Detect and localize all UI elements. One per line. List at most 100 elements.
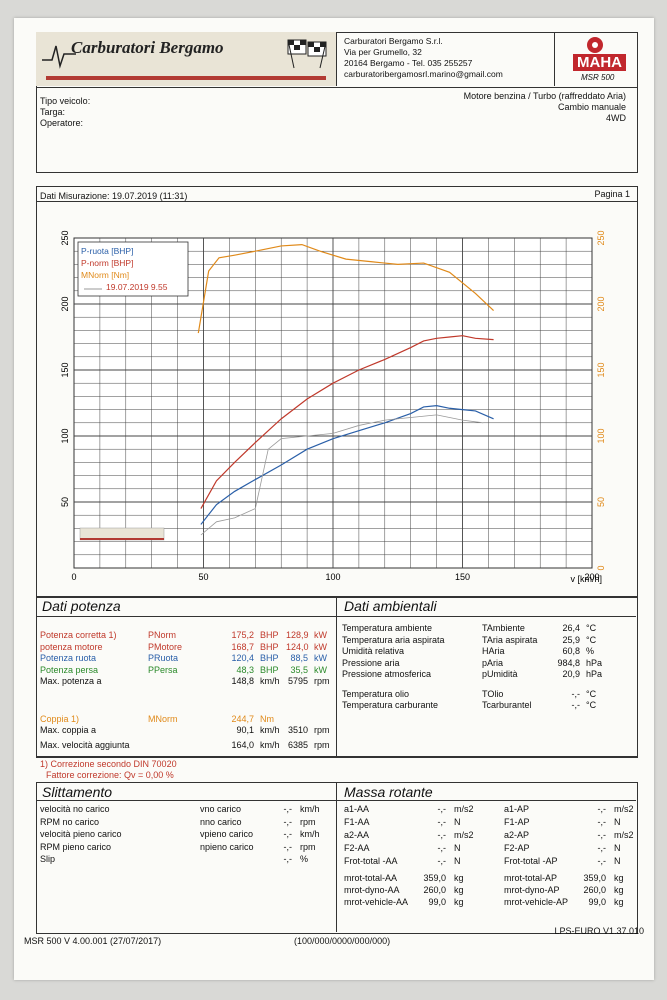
ambient-row-value: 25,9: [562, 634, 580, 645]
ambient-row-value: -,-: [571, 700, 581, 710]
lower-frame: [36, 782, 638, 934]
massa-row-unit: kg: [454, 885, 464, 895]
massa-row-unit: N: [614, 856, 621, 866]
y-tick-label-right: 150: [596, 362, 606, 377]
massa-row-value: -,-: [597, 804, 607, 814]
potenza-row-value2: 5795: [287, 676, 308, 686]
ambient-row-unit: hPa: [586, 657, 603, 668]
coppia-label: Coppia 1): [40, 714, 80, 724]
ambient-row-unit: °C: [586, 623, 597, 633]
potenza-row-unit: BHP: [260, 664, 279, 675]
ambient-row-label: Temperatura carburante: [342, 700, 439, 710]
ambient-row-label: Pressione aria: [342, 657, 400, 668]
slip-row-unit: km/h: [300, 804, 320, 814]
din-note: 1) Correzione secondo DIN 70020: [40, 759, 177, 769]
ambient-row-value: 26,4: [562, 623, 580, 633]
massa-row-value: -,-: [597, 830, 607, 840]
potenza-row-unit: BHP: [260, 653, 279, 663]
slip-row-unit: km/h: [300, 829, 320, 839]
potenza-row-unit: BHP: [260, 630, 279, 640]
massa-row-unit: m/s2: [614, 804, 634, 814]
massa-row-value: -,-: [597, 856, 607, 866]
legend-entry: P-ruota [BHP]: [81, 246, 133, 256]
operatore-label: Operatore:: [40, 118, 84, 128]
dati-frame: [36, 596, 638, 758]
company-name: Carburatori Bergamo: [71, 38, 224, 57]
massa-row-value: -,-: [437, 817, 447, 827]
plot-company-mark-bar: [80, 538, 164, 540]
massa-row-symbol: mrot-vehicle-AP: [504, 897, 569, 907]
massa-row-value: -,-: [437, 804, 447, 814]
y-tick-label-left: 250: [60, 230, 70, 245]
massa-row-symbol: F1-AA: [344, 817, 370, 827]
chart-frame: [36, 186, 638, 598]
massa-row-value: 260,0: [423, 885, 446, 895]
ambient-row-unit: °C: [586, 634, 597, 645]
slip-row-symbol: vpieno carico: [200, 829, 254, 839]
potenza-row-value: 175,2: [231, 630, 254, 640]
massa-row-symbol: F2-AA: [344, 843, 370, 853]
correction-factor: Fattore correzione: Qv = 0,00 %: [46, 770, 174, 780]
ambient-row-value: 20,9: [562, 669, 580, 679]
ambient-row-value: 60,8: [562, 646, 580, 656]
measurement-date: Dati Misurazione: 19.07.2019 (11:31): [40, 191, 188, 201]
max-coppia-speed-unit: km/h: [260, 725, 280, 735]
ambient-row-label: Temperatura ambiente: [342, 623, 433, 633]
footer-version: MSR 500 V 4.00.001 (27/07/2017): [24, 936, 162, 946]
ambient-row-label: Pressione atmosferica: [342, 669, 432, 679]
slip-row-unit: %: [300, 854, 309, 864]
ambient-row-symbol: pAria: [482, 657, 504, 668]
series-line-1: [200, 335, 494, 509]
legend-entry: MNorm [Nm]: [81, 270, 129, 280]
massa-row-symbol: mrot-vehicle-AA: [344, 897, 409, 907]
report-sheet: Carburatori Bergamo Carburatori Bergamo …: [14, 18, 654, 980]
massa-row-value: -,-: [597, 843, 607, 853]
checkered-flag-icon: [287, 39, 327, 69]
potenza-row-label: Potenza persa: [40, 664, 99, 675]
potenza-row-unit: BHP: [260, 641, 279, 652]
x-tick-label: 100: [325, 572, 340, 582]
potenza-row-unit2: kW: [314, 664, 327, 675]
potenza-row-value2: 88,5: [290, 653, 308, 663]
slip-row-label: RPM no carico: [40, 816, 100, 827]
potenza-row-symbol: PRuota: [148, 653, 179, 663]
y-tick-label-left: 200: [60, 296, 70, 311]
massa-row-symbol: Frot-total -AP: [504, 856, 558, 866]
massa-row-symbol: a2-AP: [504, 830, 530, 840]
massa-row-symbol: a1-AA: [344, 804, 370, 814]
pulse-icon: [42, 45, 76, 69]
y-tick-label-right: 50: [596, 497, 606, 507]
ambient-row-label: Umidità relativa: [342, 646, 405, 656]
massa-row-symbol: Frot-total -AA: [344, 856, 398, 866]
potenza-row-symbol: PPersa: [148, 664, 178, 675]
y-tick-label-right: 250: [596, 230, 606, 245]
potenza-row-symbol: PNorm: [148, 630, 177, 640]
y-tick-label-left: 50: [60, 497, 70, 507]
potenza-row-label: potenza motore: [40, 641, 103, 652]
massa-row-unit: N: [454, 843, 461, 853]
massa-row-unit: kg: [614, 873, 624, 883]
dati-potenza-title: Dati potenza: [42, 598, 121, 614]
coppia-unit: Nm: [260, 714, 274, 724]
coppia-symbol: MNorm: [148, 714, 178, 724]
legend-entry: 19.07.2019 9.55: [106, 282, 168, 292]
potenza-row-unit2: kW: [314, 641, 327, 652]
ambient-row-symbol: pUmidità: [482, 669, 518, 679]
max-velocita-label: Max. velocità aggiunta: [40, 740, 130, 750]
massa-row-value: -,-: [437, 856, 447, 866]
massa-row-value: 260,0: [583, 885, 606, 895]
potenza-row-unit2: kW: [314, 653, 327, 663]
massa-row-unit: N: [454, 817, 461, 827]
slip-row-label: RPM pieno carico: [40, 841, 112, 852]
maha-gear-icon: [587, 37, 603, 53]
massa-row-symbol: F1-AP: [504, 817, 530, 827]
massa-row-symbol: mrot-total-AP: [504, 873, 558, 883]
max-coppia-rpm: 3510: [287, 725, 308, 735]
slip-row-value: -,-: [283, 816, 293, 827]
x-axis-label: v [km/h]: [570, 574, 602, 584]
potenza-row-value2: 124,0: [286, 641, 309, 652]
max-velocita-speed: 164,0: [231, 740, 254, 750]
massa-row-value: 359,0: [583, 873, 606, 883]
slip-row-symbol: nno carico: [200, 816, 242, 827]
maha-logo: MAHA MSR 500: [554, 32, 637, 86]
